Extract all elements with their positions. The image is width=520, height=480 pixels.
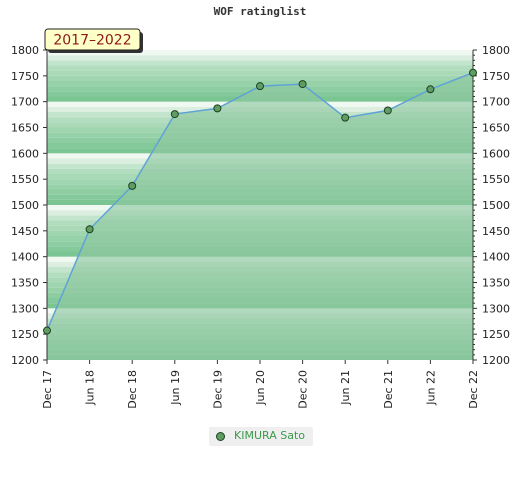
data-point [43,326,51,335]
y-tick-label-right: 1800 [482,44,510,57]
data-point [341,113,350,122]
period-badge-label: 2017–2022 [53,33,131,49]
y-tick-label-left: 1350 [11,277,39,290]
y-tick-label-left: 1400 [11,251,39,264]
background-band [47,65,473,71]
background-band [47,75,473,81]
data-point [170,110,179,119]
y-tick-label-right: 1550 [482,173,510,186]
y-tick-label-left: 1750 [11,70,39,83]
y-tick-label-left: 1650 [11,122,39,135]
x-tick-label: Dec 20 [297,370,310,409]
y-tick-label-right: 1750 [482,70,510,83]
y-tick-label-left: 1500 [11,199,39,212]
background-band [47,50,473,56]
background-band [47,60,473,66]
data-point [85,225,94,234]
chart-title: WOF ratinglist [213,5,307,18]
x-tick-label: Dec 17 [41,370,54,409]
x-tick-label: Jun 19 [169,370,182,406]
y-tick-label-left: 1300 [11,302,39,315]
y-tick-label-left: 1600 [11,147,39,160]
y-tick-label-right: 1350 [482,277,510,290]
y-tick-label-right: 1200 [482,354,510,367]
x-tick-label: Jun 22 [424,370,437,406]
y-tick-label-right: 1650 [482,122,510,135]
data-point [298,80,307,89]
y-tick-label-right: 1700 [482,96,510,109]
y-tick-label-right: 1400 [482,251,510,264]
y-tick-label-right: 1250 [482,328,510,341]
period-badge [44,28,141,51]
x-tick-label: Dec 22 [467,370,480,409]
y-tick-label-left: 1550 [11,173,39,186]
x-tick-label: Jun 20 [254,370,267,406]
y-tick-label-right: 1450 [482,225,510,238]
y-tick-label-left: 1700 [11,96,39,109]
x-tick-label: Dec 19 [211,370,224,409]
y-tick-label-right: 1300 [482,302,510,315]
x-tick-label: Jun 18 [84,370,97,406]
data-point [213,104,222,113]
legend-label: KIMURA Sato [234,429,305,442]
background-band [47,70,473,76]
y-tick-label-right: 1500 [482,199,510,212]
legend: KIMURA Sato [209,427,313,446]
x-tick-label: Dec 21 [382,370,395,409]
data-point [128,181,137,190]
legend-marker-icon [216,432,225,441]
data-point [383,106,392,115]
data-point [469,68,477,77]
data-point [426,85,435,94]
y-tick-label-left: 1450 [11,225,39,238]
background-band [47,55,473,61]
y-tick-label-right: 1600 [482,147,510,160]
y-tick-label-left: 1200 [11,354,39,367]
y-tick-label-left: 1250 [11,328,39,341]
series-area [47,72,473,360]
x-tick-label: Dec 18 [126,370,139,409]
y-tick-label-left: 1800 [11,44,39,57]
x-tick-label: Jun 21 [339,370,352,406]
data-point [256,82,264,91]
